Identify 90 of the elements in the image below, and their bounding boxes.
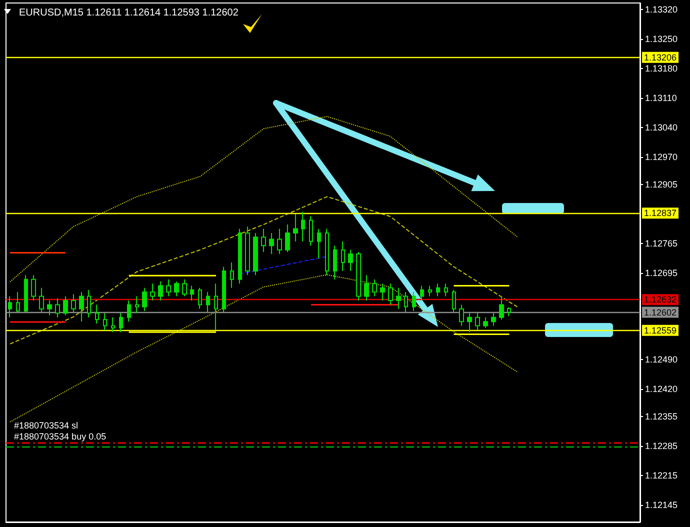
annotation: #1880703534 buy 0.05: [14, 432, 106, 442]
candlestick: [214, 283, 218, 331]
chart-title: EURUSD,M15 1.12611 1.12614 1.12593 1.12602: [19, 8, 239, 18]
y-tick-label: 1.12285: [645, 441, 678, 452]
ref-line-label: 1.12632: [644, 294, 677, 305]
line-series: [9, 196, 518, 344]
candlestick: [483, 316, 488, 328]
candlestick: [222, 266, 226, 314]
candlestick: [459, 304, 464, 326]
candlestick: [71, 294, 76, 314]
y-tick-label: 1.12970: [645, 152, 678, 162]
y-tick-label: 1.12695: [645, 268, 678, 278]
candlestick: [293, 213, 298, 242]
candlestick: [111, 316, 115, 333]
line-series: [9, 274, 518, 422]
candlestick: [348, 249, 353, 272]
candlestick: [174, 280, 179, 297]
candlestick: [444, 283, 448, 297]
candlestick: [119, 312, 123, 333]
candlestick: [412, 292, 416, 312]
y-tick-label: 1.12145: [645, 500, 678, 510]
candlestick: [150, 283, 155, 301]
candlestick: [372, 278, 377, 297]
y-tick-label: 1.13110: [645, 92, 677, 103]
candlestick: [396, 287, 401, 310]
candlestick: [39, 287, 44, 314]
candlestick: [269, 232, 274, 255]
candlestick: [206, 292, 210, 314]
candlestick: [166, 278, 171, 297]
candlestick: [158, 280, 163, 301]
candlestick: [245, 226, 250, 276]
candlestick: [277, 228, 282, 255]
candlestick: [230, 262, 234, 288]
y-tick-label: 1.13250: [645, 34, 678, 44]
candlestick: [198, 287, 202, 310]
y-tick-label: 1.13040: [645, 122, 678, 132]
candlestick: [87, 289, 91, 318]
candlestick: [31, 274, 36, 301]
candlestick: [261, 228, 266, 252]
y-tick-label: 1.13180: [645, 63, 678, 74]
candlestick: [317, 228, 321, 259]
ref-line-label: 1.12837: [644, 208, 677, 218]
candlestick: [467, 312, 472, 333]
candlestick: [491, 312, 496, 326]
candlestick: [47, 300, 52, 316]
y-tick-label: 1.12765: [645, 238, 678, 249]
line-series: [9, 116, 518, 282]
candlestick: [63, 296, 68, 316]
y-tick-label: 1.12420: [645, 384, 678, 394]
candlestick: [333, 245, 337, 280]
candlestick: [103, 312, 107, 331]
candlestick: [285, 224, 290, 252]
annotation: #1880703534 sl: [14, 420, 78, 430]
candlestick: [364, 274, 369, 301]
candlestick: [436, 283, 440, 297]
candlestick: [142, 287, 147, 312]
candlestick: [301, 211, 305, 242]
ref-line-label: 1.13206: [644, 52, 677, 62]
candlestick: [356, 251, 361, 301]
candlestick: [309, 216, 313, 246]
candlestick: [182, 278, 187, 297]
candlestick: [499, 296, 504, 320]
candlestick: [79, 292, 84, 322]
candlestick: [238, 228, 242, 284]
candlestick: [8, 296, 12, 318]
candlestick: [404, 292, 408, 314]
ref-line-label: 1.12559: [644, 325, 677, 336]
candlestick: [388, 283, 393, 306]
y-tick-label: 1.12215: [645, 470, 678, 481]
candlestick: [127, 300, 131, 322]
candlestick: [325, 228, 329, 276]
y-tick-label: 1.13320: [645, 4, 678, 14]
candlestick: [16, 292, 20, 314]
candlestick: [475, 312, 480, 331]
y-tick-label: 1.12355: [645, 412, 678, 422]
candlestick: [341, 240, 345, 272]
candlestick: [452, 289, 456, 314]
candlestick: [95, 304, 99, 324]
candlestick: [253, 232, 258, 276]
y-tick-label: 1.12905: [645, 179, 678, 190]
candlestick: [24, 274, 28, 314]
candlestick: [420, 285, 424, 301]
candlestick: [428, 285, 432, 297]
candlestick: [55, 298, 60, 318]
candlestick: [380, 283, 385, 301]
y-tick-label: 1.12490: [645, 354, 678, 365]
candlestick: [507, 306, 511, 317]
ref-line-label: 1.12602: [644, 307, 677, 318]
candlestick: [190, 285, 194, 301]
candlestick: [135, 296, 139, 314]
